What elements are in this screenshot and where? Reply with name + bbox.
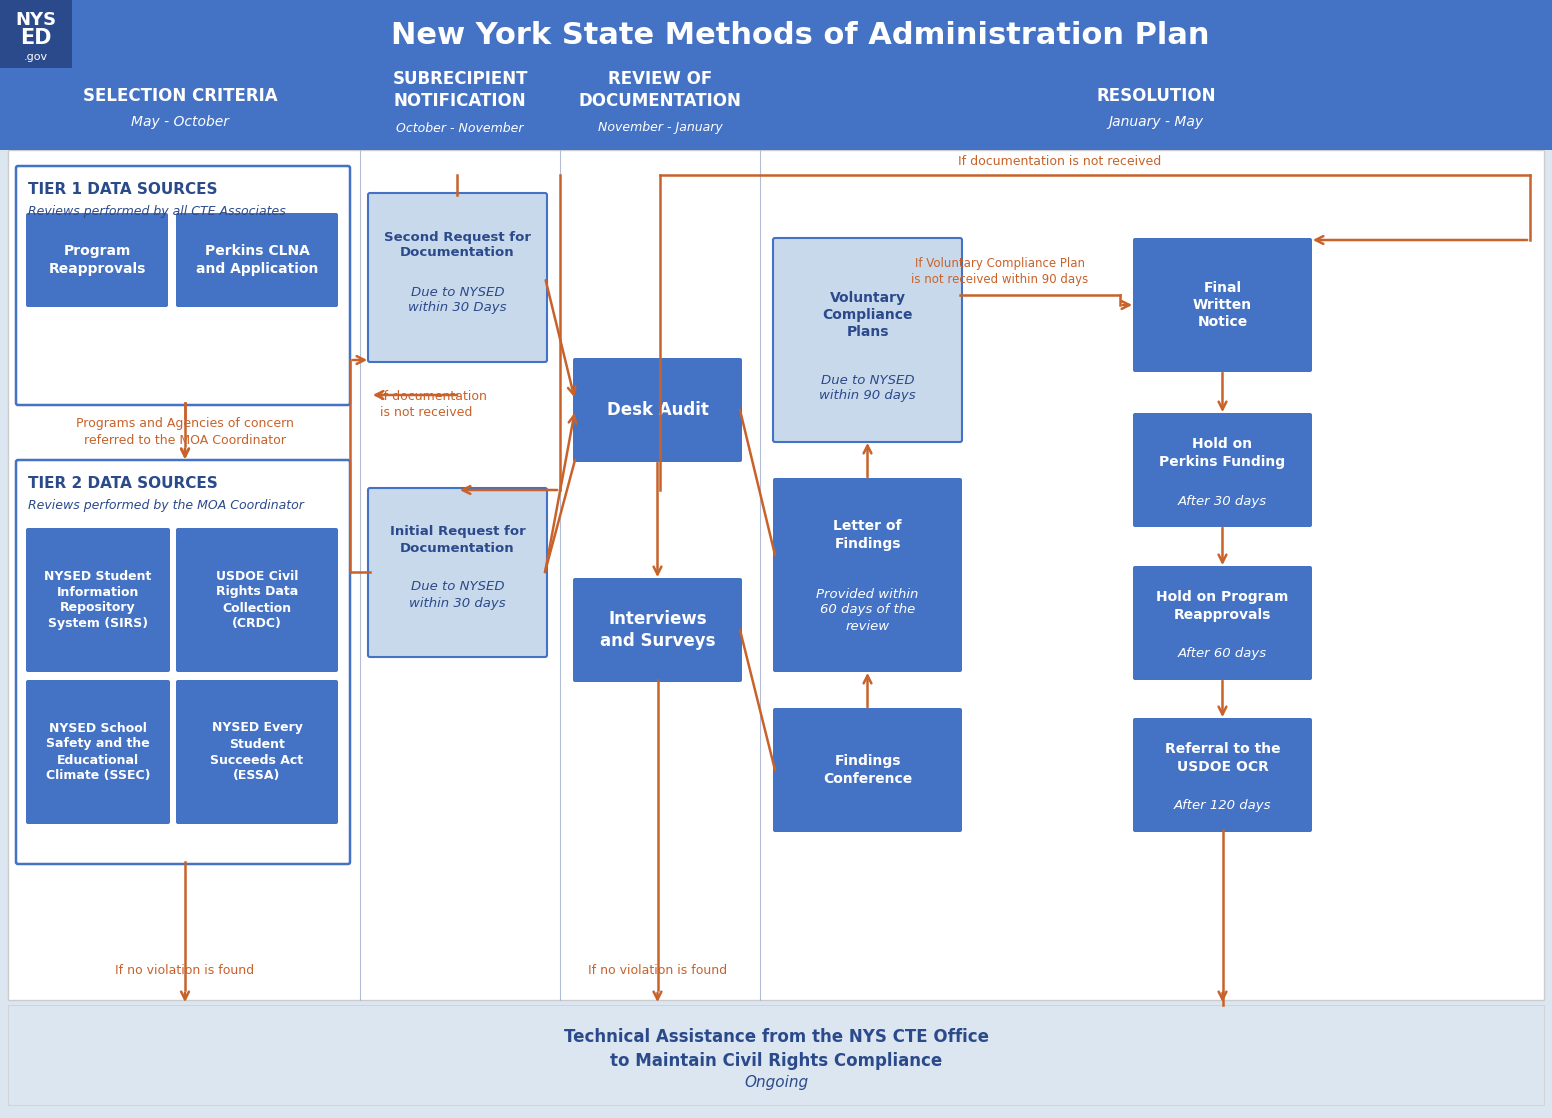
- Bar: [0, 0, 71, 68]
- Text: Interviews
and Surveys: Interviews and Surveys: [599, 610, 715, 650]
- Text: Programs and Agencies of concern
referred to the MOA Coordinator: Programs and Agencies of concern referre…: [76, 417, 293, 446]
- Text: RESOLUTION: RESOLUTION: [1096, 87, 1215, 105]
- FancyBboxPatch shape: [26, 528, 171, 672]
- Bar: [0, 0, 1552, 68]
- FancyBboxPatch shape: [16, 165, 351, 405]
- FancyBboxPatch shape: [1133, 413, 1311, 527]
- Text: SUBRECIPIENT
NOTIFICATION: SUBRECIPIENT NOTIFICATION: [393, 70, 528, 110]
- FancyBboxPatch shape: [773, 238, 962, 442]
- Text: NYSED Student
Information
Repository
System (SIRS): NYSED Student Information Repository Sys…: [45, 569, 152, 631]
- Text: Initial Request for
Documentation: Initial Request for Documentation: [390, 525, 526, 555]
- FancyBboxPatch shape: [26, 214, 168, 307]
- Text: New York State Methods of Administration Plan: New York State Methods of Administration…: [391, 21, 1209, 50]
- FancyBboxPatch shape: [1133, 238, 1311, 372]
- FancyBboxPatch shape: [175, 214, 338, 307]
- Text: NYSED School
Safety and the
Educational
Climate (SSEC): NYSED School Safety and the Educational …: [45, 721, 151, 783]
- Text: Due to NYSED
within 30 Days: Due to NYSED within 30 Days: [408, 285, 508, 314]
- Text: REVIEW OF
DOCUMENTATION: REVIEW OF DOCUMENTATION: [579, 70, 742, 110]
- Text: Findings
Conference: Findings Conference: [823, 755, 913, 786]
- Bar: [8, 150, 1544, 999]
- Text: January - May: January - May: [1108, 115, 1203, 129]
- FancyBboxPatch shape: [573, 578, 742, 682]
- FancyBboxPatch shape: [16, 459, 351, 864]
- Text: If no violation is found: If no violation is found: [115, 964, 255, 976]
- Text: NYSED Every
Student
Succeeds Act
(ESSA): NYSED Every Student Succeeds Act (ESSA): [211, 721, 304, 783]
- FancyBboxPatch shape: [1133, 566, 1311, 680]
- Text: May - October: May - October: [130, 115, 230, 129]
- Text: ED: ED: [20, 28, 51, 48]
- Text: .gov: .gov: [23, 53, 48, 61]
- Text: Due to NYSED
within 30 days: Due to NYSED within 30 days: [410, 580, 506, 609]
- FancyBboxPatch shape: [773, 708, 962, 832]
- Text: If no violation is found: If no violation is found: [588, 964, 726, 976]
- Text: October - November: October - November: [396, 122, 523, 134]
- Text: Hold on
Perkins Funding: Hold on Perkins Funding: [1159, 437, 1285, 468]
- Text: If documentation
is not received: If documentation is not received: [380, 390, 487, 419]
- Text: USDOE Civil
Rights Data
Collection
(CRDC): USDOE Civil Rights Data Collection (CRDC…: [216, 569, 298, 631]
- Text: November - January: November - January: [598, 122, 722, 134]
- Bar: [8, 1005, 1544, 1105]
- Text: After 60 days: After 60 days: [1178, 647, 1266, 661]
- Text: to Maintain Civil Rights Compliance: to Maintain Civil Rights Compliance: [610, 1052, 942, 1070]
- FancyBboxPatch shape: [368, 193, 546, 362]
- Text: NYS: NYS: [16, 11, 56, 29]
- Text: TIER 2 DATA SOURCES: TIER 2 DATA SOURCES: [28, 476, 217, 492]
- Text: If Voluntary Compliance Plan
is not received within 90 days: If Voluntary Compliance Plan is not rece…: [911, 257, 1088, 286]
- Text: Program
Reapprovals: Program Reapprovals: [48, 245, 146, 276]
- Text: Hold on Program
Reapprovals: Hold on Program Reapprovals: [1156, 590, 1288, 622]
- Text: Final
Written
Notice: Final Written Notice: [1193, 281, 1252, 330]
- Text: Reviews performed by all CTE Associates: Reviews performed by all CTE Associates: [28, 205, 286, 218]
- Text: Second Request for
Documentation: Second Request for Documentation: [383, 230, 531, 259]
- Text: Reviews performed by the MOA Coordinator: Reviews performed by the MOA Coordinator: [28, 499, 304, 512]
- FancyBboxPatch shape: [175, 680, 338, 824]
- Text: If documentation is not received: If documentation is not received: [959, 155, 1161, 168]
- Text: Voluntary
Compliance
Plans: Voluntary Compliance Plans: [823, 291, 913, 339]
- Text: Provided within
60 days of the
review: Provided within 60 days of the review: [816, 587, 919, 633]
- Text: Letter of
Findings: Letter of Findings: [833, 520, 902, 551]
- FancyBboxPatch shape: [175, 528, 338, 672]
- Text: Technical Assistance from the NYS CTE Office: Technical Assistance from the NYS CTE Of…: [563, 1027, 989, 1046]
- Text: Ongoing: Ongoing: [743, 1076, 809, 1090]
- Text: After 30 days: After 30 days: [1178, 494, 1266, 508]
- Text: Due to NYSED
within 90 days: Due to NYSED within 90 days: [819, 373, 916, 402]
- Bar: [0, 68, 1552, 150]
- Text: Desk Audit: Desk Audit: [607, 401, 708, 419]
- FancyBboxPatch shape: [1133, 718, 1311, 832]
- FancyBboxPatch shape: [368, 487, 546, 657]
- FancyBboxPatch shape: [773, 479, 962, 672]
- Text: TIER 1 DATA SOURCES: TIER 1 DATA SOURCES: [28, 182, 217, 198]
- FancyBboxPatch shape: [26, 680, 171, 824]
- FancyBboxPatch shape: [573, 358, 742, 462]
- Text: After 120 days: After 120 days: [1173, 799, 1271, 813]
- Text: SELECTION CRITERIA: SELECTION CRITERIA: [82, 87, 278, 105]
- Text: Perkins CLNA
and Application: Perkins CLNA and Application: [196, 245, 318, 276]
- Text: Referral to the
USDOE OCR: Referral to the USDOE OCR: [1164, 742, 1280, 774]
